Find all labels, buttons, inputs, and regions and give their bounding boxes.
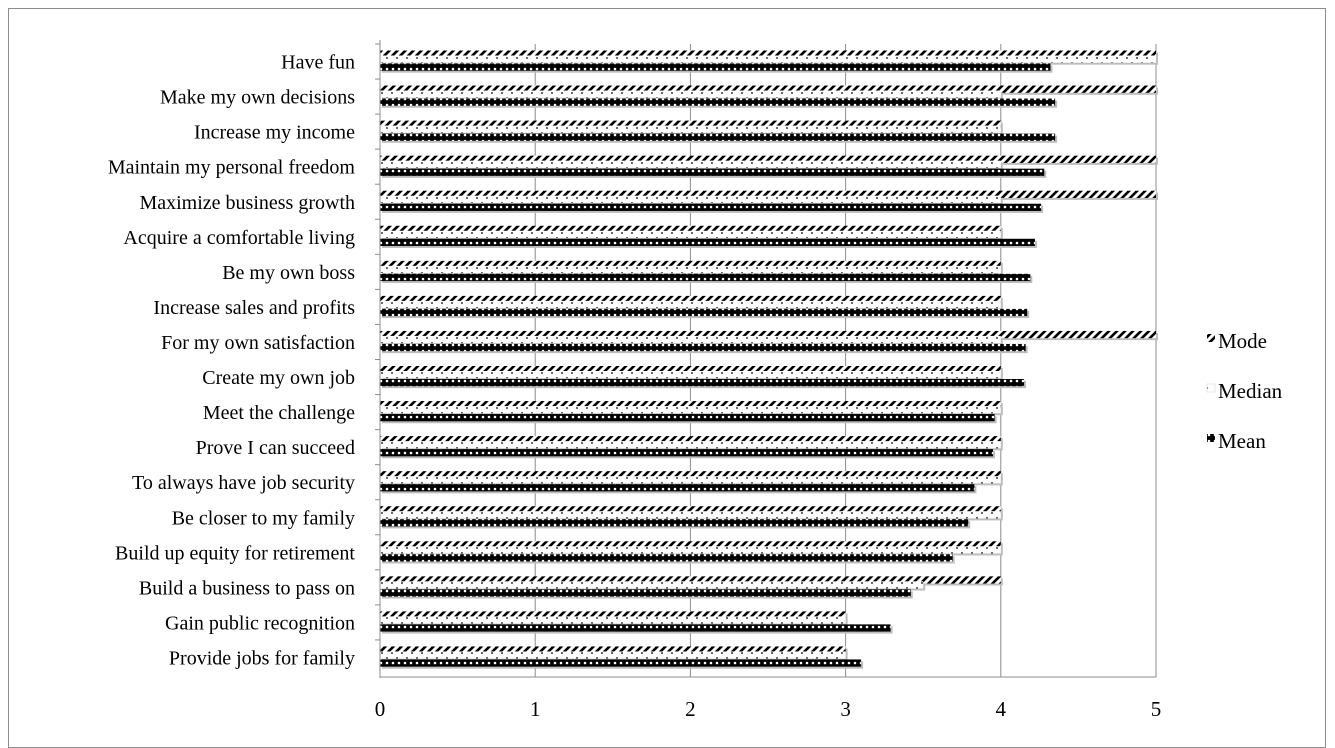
bar-mean-for-my-own-satisfaction <box>380 343 1026 352</box>
category-label-to-always-have-job-security: To always have job security <box>132 472 355 494</box>
category-label-meet-the-challenge: Meet the challenge <box>203 402 355 424</box>
bar-median-increase-my-income <box>380 125 1001 133</box>
bar-mean-increase-sales-and-profits <box>380 308 1028 317</box>
legend-swatch-median <box>1206 383 1216 393</box>
bar-mode-prove-i-can-succeed <box>380 436 1001 444</box>
bar-mean-gain-public-recognition <box>380 624 891 632</box>
legend-swatch-mean <box>1207 434 1215 442</box>
axes <box>375 40 1156 678</box>
bar-mode-meet-the-challenge <box>380 401 1001 409</box>
bar-mode-for-my-own-satisfaction <box>380 330 1156 339</box>
bar-median-be-my-own-boss <box>380 265 1001 274</box>
bar-median-for-my-own-satisfaction <box>380 335 1001 344</box>
bar-mean-make-my-own-decisions <box>380 98 1056 106</box>
bar-mean-acquire-a-comfortable-living <box>380 238 1035 246</box>
bar-median-have-fun <box>380 55 1156 63</box>
category-label-provide-jobs-for-family: Provide jobs for family <box>169 647 355 669</box>
category-label-for-my-own-satisfaction: For my own satisfaction <box>161 332 355 354</box>
bar-mode-to-always-have-job-security <box>380 471 1001 479</box>
category-label-acquire-a-comfortable-living: Acquire a comfortable living <box>123 227 355 249</box>
legend: Mode Median Mean <box>1206 329 1283 453</box>
category-labels: Have fun Make my own decisions Increase my… <box>108 52 356 670</box>
category-label-maintain-my-personal-freedom: Maintain my personal freedom <box>108 157 356 179</box>
legend-swatch-mode <box>1207 334 1215 342</box>
legend-label-mode: Mode <box>1218 329 1267 353</box>
bar-mean-be-closer-to-my-family <box>380 519 969 527</box>
bar-mean-meet-the-challenge <box>380 414 995 422</box>
legend-label-median: Median <box>1218 379 1283 403</box>
bar-median-maximize-business-growth <box>380 195 1001 203</box>
category-label-create-my-own-job: Create my own job <box>202 367 355 389</box>
bar-mode-gain-public-recognition <box>380 611 846 619</box>
bar-mean-be-my-own-boss <box>380 273 1031 282</box>
x-tick-labels: 0 1 2 3 4 5 <box>375 697 1162 721</box>
bar-median-be-closer-to-my-family <box>380 511 1001 519</box>
bar-mean-build-up-equity-for-retirement <box>380 554 953 562</box>
bar-mean-maintain-my-personal-freedom <box>380 168 1045 176</box>
bar-mean-provide-jobs-for-family <box>380 659 862 667</box>
bar-mean-maximize-business-growth <box>380 203 1042 211</box>
category-label-build-a-business-to-pass-on: Build a business to pass on <box>139 577 355 599</box>
x-tick-label-5: 5 <box>1151 697 1162 721</box>
bar-mean-have-fun <box>380 63 1051 71</box>
bar-mode-increase-sales-and-profits <box>380 295 1001 304</box>
category-label-prove-i-can-succeed: Prove I can succeed <box>196 437 355 459</box>
category-label-increase-my-income: Increase my income <box>194 122 355 144</box>
bar-mode-be-closer-to-my-family <box>380 506 1001 514</box>
bars <box>380 50 1158 669</box>
category-label-build-up-equity-for-retirement: Build up equity for retirement <box>115 542 355 564</box>
bar-mode-be-my-own-boss <box>380 260 1001 269</box>
bar-median-acquire-a-comfortable-living <box>380 230 1001 238</box>
bar-median-provide-jobs-for-family <box>380 651 846 659</box>
x-tick-label-2: 2 <box>685 697 696 721</box>
bar-mode-have-fun <box>380 50 1156 58</box>
category-label-gain-public-recognition: Gain public recognition <box>165 612 355 634</box>
bar-mean-to-always-have-job-security <box>380 484 975 492</box>
bar-median-increase-sales-and-profits <box>380 300 1001 309</box>
category-label-increase-sales-and-profits: Increase sales and profits <box>153 297 355 319</box>
bar-mode-build-up-equity-for-retirement <box>380 541 1001 549</box>
category-label-have-fun: Have fun <box>281 52 355 74</box>
category-label-be-my-own-boss: Be my own boss <box>222 262 355 284</box>
bar-median-maintain-my-personal-freedom <box>380 160 1001 168</box>
x-tick-label-0: 0 <box>375 697 386 721</box>
bar-mean-create-my-own-job <box>380 379 1025 387</box>
legend-label-mean: Mean <box>1218 429 1266 453</box>
bar-median-meet-the-challenge <box>380 406 1001 414</box>
x-tick-label-4: 4 <box>996 697 1007 721</box>
bar-mode-build-a-business-to-pass-on <box>380 576 1001 584</box>
bar-median-build-up-equity-for-retirement <box>380 546 1001 554</box>
bar-median-prove-i-can-succeed <box>380 441 1001 449</box>
bar-median-create-my-own-job <box>380 371 1001 379</box>
bar-median-to-always-have-job-security <box>380 476 1001 484</box>
bar-median-build-a-business-to-pass-on <box>380 581 924 589</box>
bar-median-gain-public-recognition <box>380 616 846 624</box>
bar-mode-maintain-my-personal-freedom <box>380 155 1156 163</box>
bar-mode-acquire-a-comfortable-living <box>380 225 1001 233</box>
bar-mean-prove-i-can-succeed <box>380 449 994 457</box>
bar-mean-build-a-business-to-pass-on <box>380 589 911 597</box>
x-tick-label-3: 3 <box>840 697 851 721</box>
category-label-be-closer-to-my-family: Be closer to my family <box>172 507 355 529</box>
x-tick-label-1: 1 <box>530 697 541 721</box>
bar-mode-create-my-own-job <box>380 366 1001 374</box>
bar-mode-make-my-own-decisions <box>380 85 1156 93</box>
category-label-maximize-business-growth: Maximize business growth <box>139 192 355 214</box>
bar-mode-maximize-business-growth <box>380 190 1156 198</box>
category-label-make-my-own-decisions: Make my own decisions <box>160 87 355 109</box>
bar-mean-increase-my-income <box>380 133 1056 141</box>
bar-chart: Have fun Make my own decisions Increase my… <box>108 40 1283 721</box>
bar-median-make-my-own-decisions <box>380 90 1001 98</box>
bar-mode-increase-my-income <box>380 120 1001 128</box>
bar-mode-provide-jobs-for-family <box>380 646 846 654</box>
